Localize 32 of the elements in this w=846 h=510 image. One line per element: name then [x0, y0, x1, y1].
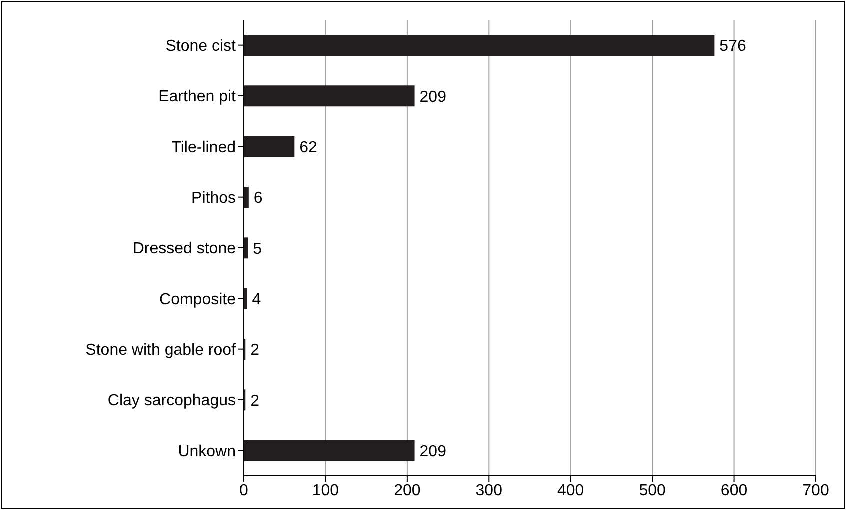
x-tick-label: 200	[394, 482, 421, 500]
x-tick-label: 300	[476, 482, 503, 500]
y-tick-label: Stone with gable roof	[86, 342, 237, 360]
data-label: 576	[720, 38, 746, 56]
y-tick-label: Clay sarcophagus	[108, 392, 236, 410]
y-tick-label: Tile-lined	[172, 139, 236, 156]
y-tick-label: Unkown	[178, 443, 236, 460]
x-tick-label: 100	[312, 482, 340, 500]
y-tick-label: Pithos	[192, 190, 236, 208]
data-label: 2	[250, 392, 260, 410]
y-tick-label: Composite	[160, 291, 236, 308]
data-label: 4	[252, 292, 262, 309]
bar	[244, 35, 715, 56]
data-label: 6	[254, 190, 263, 208]
bar	[244, 187, 249, 208]
bar	[244, 288, 248, 310]
data-label: 209	[420, 88, 447, 106]
x-tick-label: 500	[639, 482, 666, 500]
x-tick-label: 600	[720, 482, 748, 500]
data-label: 2	[250, 342, 260, 360]
data-label: 62	[300, 140, 318, 157]
data-label: 209	[420, 444, 447, 461]
x-tick-label: 0	[240, 482, 249, 500]
x-tick-label: 700	[802, 482, 830, 500]
bar	[244, 440, 415, 462]
bar	[244, 136, 295, 158]
x-tick-label: 400	[558, 482, 584, 500]
y-tick-label: Dressed stone	[132, 240, 236, 258]
data-label: 5	[253, 240, 262, 258]
y-tick-label: Earthen pit	[158, 88, 237, 106]
bar	[244, 86, 415, 107]
y-tick-label: Stone cist	[166, 38, 237, 56]
